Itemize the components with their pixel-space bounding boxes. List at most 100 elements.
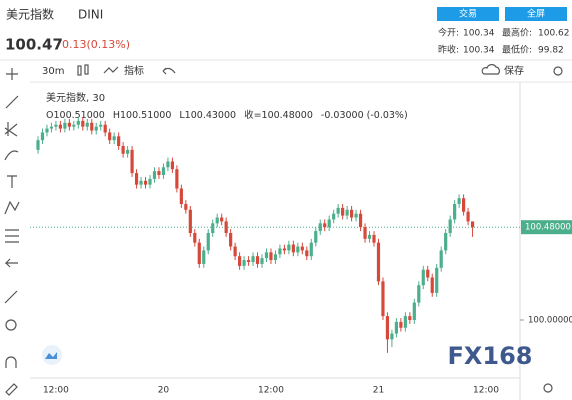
candle-body: [354, 213, 358, 218]
pattern-tool[interactable]: [4, 200, 20, 215]
candle-body: [157, 171, 161, 175]
candle-body: [255, 256, 260, 264]
ohlc-value: H100.51000: [113, 110, 172, 121]
fullscreen-button-label[interactable]: 全屏: [527, 8, 545, 20]
candle-body: [206, 233, 210, 251]
candle-body: [376, 242, 381, 282]
candle-body: [462, 198, 466, 212]
candle-body: [76, 120, 80, 125]
candle-body: [220, 217, 224, 222]
candle-body: [358, 213, 363, 228]
x-tick-label: 12:00: [43, 386, 69, 396]
left-toolbar: [4, 68, 20, 396]
x-tick-label: 12:00: [258, 386, 284, 396]
indicator-icon[interactable]: [103, 66, 119, 74]
candle-body: [412, 302, 416, 320]
last-price-label: 100.48000: [525, 223, 571, 233]
candle-body: [193, 233, 197, 243]
candle-body: [282, 248, 286, 251]
candle-body: [233, 246, 237, 257]
candle-body: [90, 122, 94, 131]
candle-body: [403, 316, 407, 328]
zoom-tool[interactable]: [5, 319, 17, 331]
current-price: 100.47: [5, 36, 63, 54]
settings-icon[interactable]: [553, 66, 563, 76]
cloud-badge-icon[interactable]: [45, 352, 57, 359]
brush-tool[interactable]: [4, 150, 19, 161]
cloud-icon[interactable]: [481, 64, 500, 75]
crosshair-tool[interactable]: [6, 68, 18, 80]
candle-body: [363, 227, 367, 239]
indicators-button[interactable]: 指标: [124, 64, 144, 77]
axis-settings-icon[interactable]: [543, 383, 553, 393]
candle-body: [229, 233, 233, 247]
candle-body: [381, 281, 385, 317]
candle-body: [215, 217, 219, 224]
candle-body: [470, 221, 475, 228]
candle-body: [54, 124, 58, 127]
candle-body: [112, 136, 116, 141]
candle-body: [108, 132, 112, 141]
candle-body: [179, 188, 183, 204]
candle-body: [300, 246, 304, 251]
candle-body: [117, 136, 121, 146]
candle-body: [49, 126, 54, 129]
lock-tool[interactable]: [5, 383, 18, 396]
candle-body: [421, 269, 425, 286]
candle-body: [372, 234, 376, 243]
candle-body: [318, 223, 322, 232]
candle-body: [291, 244, 295, 253]
candle-body: [453, 204, 457, 220]
candle-body: [466, 211, 470, 222]
magnet-tool[interactable]: [5, 356, 17, 368]
candle-body: [188, 209, 192, 233]
candle-body: [332, 213, 336, 220]
ohlc-value: -0.03000 (-0.03%): [321, 110, 408, 121]
trade-button[interactable]: [437, 7, 499, 21]
candle-body: [269, 252, 273, 261]
cloud-badge[interactable]: [42, 345, 62, 365]
candle-body: [148, 178, 152, 185]
stat-label: 今开:: [438, 27, 459, 39]
candle-body: [296, 246, 300, 253]
candle-body: [305, 250, 309, 257]
ohlc-value: 收=100.48000: [244, 109, 313, 121]
trade-button-label[interactable]: 交易: [459, 8, 477, 20]
watermark: FX168: [448, 342, 533, 370]
line-tool[interactable]: [5, 95, 19, 109]
stat-value: 100.34: [463, 46, 495, 56]
back-tool[interactable]: [4, 258, 18, 268]
save-button[interactable]: 保存: [504, 64, 524, 77]
chart-legend: 美元指数, 30: [46, 91, 105, 104]
candle-body: [287, 244, 291, 251]
candle-body: [457, 198, 461, 204]
y-tick-label: 100.00000: [528, 316, 572, 326]
text-tool[interactable]: [7, 175, 17, 188]
candle-body: [161, 167, 166, 175]
stat-value: 100.34: [463, 29, 495, 39]
interval-button[interactable]: 30m: [42, 66, 64, 77]
candle-body: [367, 234, 372, 239]
candle-body: [121, 146, 125, 154]
candle-body: [408, 316, 412, 320]
x-tick-label: 12:00: [473, 386, 499, 396]
prediction-tool[interactable]: [5, 229, 19, 243]
candle-body: [435, 267, 439, 293]
candle-body: [130, 149, 134, 174]
candle-body: [336, 207, 340, 214]
undo-icon[interactable]: [162, 67, 176, 75]
chart-type-icon[interactable]: [77, 64, 89, 76]
candle-body: [103, 124, 107, 133]
measure-tool[interactable]: [4, 290, 18, 304]
candle-body: [327, 219, 331, 228]
candle-body: [72, 124, 76, 127]
candle-body: [134, 173, 139, 185]
candle-body: [67, 122, 71, 127]
candle-body: [323, 223, 327, 228]
stat-value: 99.82: [538, 46, 564, 56]
stat-label: 最低价:: [502, 44, 532, 56]
fullscreen-button[interactable]: [505, 7, 567, 21]
candle-body: [58, 124, 62, 129]
fib-tool[interactable]: [4, 122, 18, 137]
